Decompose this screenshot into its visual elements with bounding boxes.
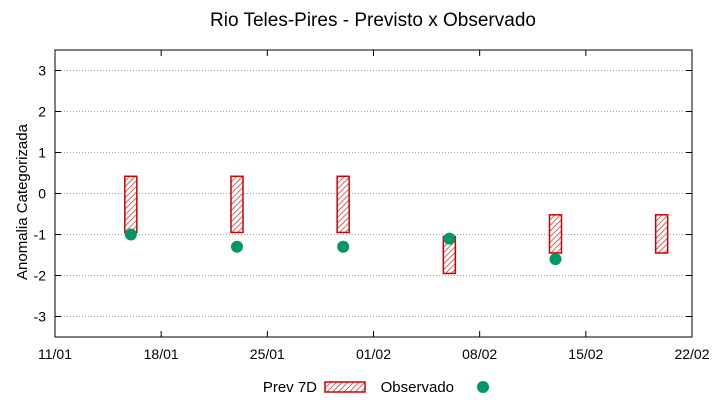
y-tick-label: -1 <box>34 227 47 243</box>
forecast-range-bar <box>336 175 350 234</box>
legend: Prev 7D Observado <box>263 379 489 396</box>
x-tick-label: 15/02 <box>568 346 603 362</box>
observed-point <box>443 232 456 245</box>
y-tick-label: -3 <box>34 309 47 325</box>
legend-label-observado: Observado <box>381 379 454 396</box>
plot-frame <box>54 49 693 338</box>
observed-point <box>124 228 137 241</box>
y-tick-label: -2 <box>34 268 47 284</box>
x-tick-label: 11/01 <box>38 346 72 362</box>
observed-point <box>549 253 562 266</box>
forecast-series <box>124 175 669 275</box>
legend-marker-observado <box>477 381 489 393</box>
y-axis-label: Anomalia Categorizada <box>14 123 31 280</box>
forecast-range-bar <box>230 175 244 234</box>
observed-point <box>231 240 243 253</box>
legend-label-prev-7d: Prev 7D <box>263 379 317 396</box>
y-axis-ticks: 3 2 1 0 -1 -2 -3 <box>34 63 692 325</box>
grid <box>55 70 692 317</box>
x-tick-label: 01/02 <box>356 346 391 362</box>
x-tick-label: 25/01 <box>250 346 285 362</box>
y-tick-label: 2 <box>38 104 46 120</box>
x-tick-label: 22/02 <box>674 346 709 362</box>
y-tick-label: 1 <box>38 145 46 161</box>
x-axis-ticks: 11/01 18/01 25/01 01/02 08/02 15/02 22/02 <box>38 50 710 362</box>
legend-swatch-prev-7d <box>324 381 366 393</box>
observed-point <box>337 240 350 253</box>
y-tick-label: 0 <box>38 186 46 202</box>
observed-series <box>124 228 562 266</box>
x-tick-label: 18/01 <box>144 346 179 362</box>
forecast-range-bar <box>548 214 563 254</box>
chart-title: Rio Teles-Pires - Previsto x Observado <box>210 10 536 31</box>
forecast-range-bar <box>124 175 138 234</box>
forecast-range-bar <box>654 214 669 254</box>
x-tick-label: 08/02 <box>462 346 497 362</box>
y-tick-label: 3 <box>38 63 46 79</box>
